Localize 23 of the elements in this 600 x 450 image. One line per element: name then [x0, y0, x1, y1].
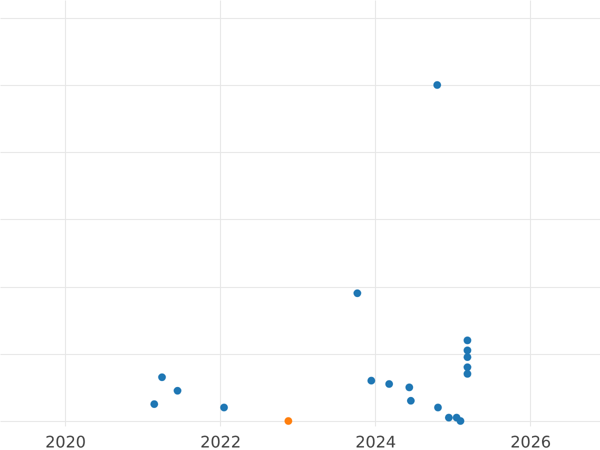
point [456, 417, 464, 425]
point [464, 346, 472, 354]
point [464, 336, 472, 344]
point [150, 400, 158, 408]
point [464, 363, 472, 372]
point [464, 370, 472, 378]
point [406, 396, 415, 405]
point [220, 404, 228, 412]
point [405, 384, 414, 392]
point [444, 414, 453, 422]
point [367, 376, 376, 385]
point [158, 373, 166, 382]
point [174, 386, 182, 395]
x-tick-label: 2020 [45, 432, 86, 450]
point [433, 81, 442, 89]
point [434, 404, 442, 412]
x-tick-label: 2026 [510, 432, 552, 450]
x-tick-label: 2024 [355, 432, 396, 450]
point [284, 417, 292, 425]
point [385, 380, 394, 388]
x-tick-label: 2022 [200, 432, 242, 450]
point [464, 353, 472, 361]
point [353, 289, 362, 298]
